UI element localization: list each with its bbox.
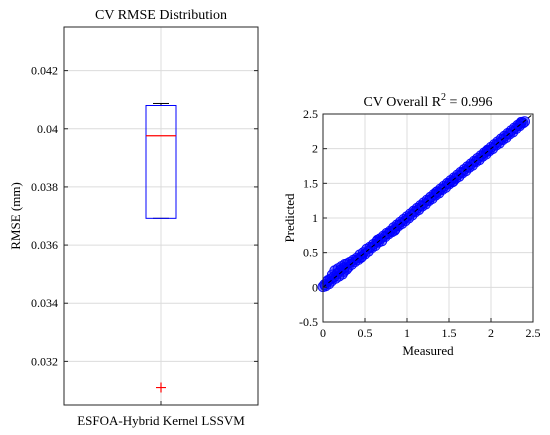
data-point	[388, 225, 400, 236]
category-label: ESFOA-Hybrid Kernel LSSVM	[77, 413, 245, 428]
y-tick-label: 0.5	[303, 246, 318, 260]
y-tick-label: 0.034	[31, 296, 58, 310]
y-tick-label: 0.032	[31, 354, 58, 368]
data-point	[355, 252, 367, 263]
data-point	[430, 186, 442, 198]
y-tick-label: 0.038	[31, 180, 58, 194]
right-y-axis-label: Predicted	[282, 193, 297, 243]
y-tick-label: 0.042	[31, 64, 58, 78]
x-tick-label: 0	[320, 326, 326, 340]
left-y-axis-label: RMSE (mm)	[8, 182, 23, 250]
y-tick-label: -0.5	[299, 315, 318, 329]
cv-scatter-plot: 0 0.5 1 1.5 2 2.5-0.500.511.522.5MeasuredPred…	[282, 92, 541, 358]
data-point	[372, 234, 384, 246]
data-point	[447, 175, 459, 187]
y-tick-label: 2	[312, 142, 318, 156]
y-tick-label: 0.04	[37, 122, 58, 136]
data-point	[338, 265, 350, 277]
y-tick-label: 1.5	[303, 176, 318, 190]
y-tick-label: 0.036	[31, 238, 58, 252]
title-value: = 0.996	[446, 95, 492, 110]
right-x-axis-label: Measured	[402, 343, 454, 358]
title-superscript: 2	[441, 92, 446, 103]
right-chart-title: CV Overall R2 = 0.996	[364, 92, 493, 110]
y-tick-label: 0	[312, 280, 318, 294]
x-tick-label: 1	[404, 326, 410, 340]
y-tick-label: 1	[312, 211, 318, 225]
x-tick-label: 0.5	[358, 326, 373, 340]
rmse-boxplot: 0.032 0.034 0.036 0.038 0.04 0.042 ESFOA-Hybri…	[8, 8, 259, 428]
x-tick-label: 2	[488, 326, 494, 340]
left-chart-title: CV RMSE Distribution	[95, 8, 227, 23]
title-main: CV Overall R	[364, 95, 442, 110]
identity-line	[322, 113, 534, 288]
iqr-box	[145, 105, 177, 219]
data-point	[515, 118, 526, 130]
y-tick-label: 2.5	[303, 107, 318, 121]
x-tick-label: 1.5	[442, 326, 457, 340]
data-point	[481, 146, 493, 157]
x-tick-label: 2.5	[526, 326, 541, 340]
outlier-marker	[156, 382, 166, 393]
